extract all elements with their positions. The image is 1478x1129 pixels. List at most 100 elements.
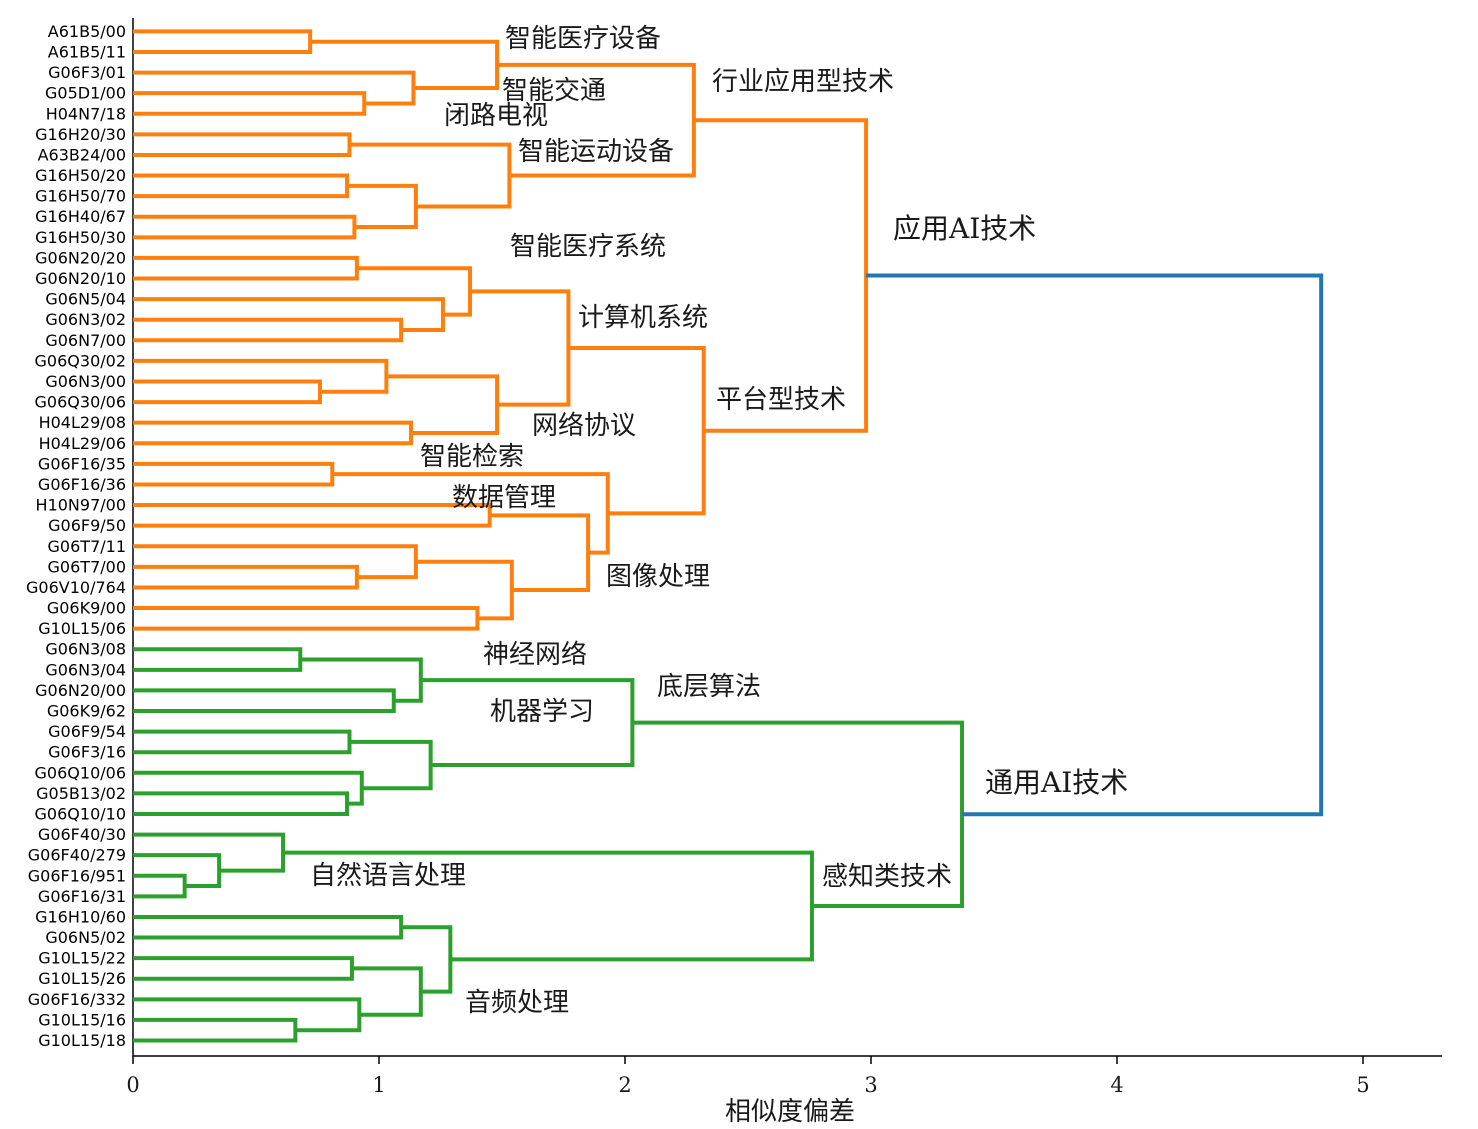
dendrogram-link [133,503,492,528]
dendrogram-link [133,729,352,755]
leaf-label: G10L15/06 [38,619,126,638]
leaf-label: G06V10/764 [26,578,126,597]
leaf-label: G06F16/31 [38,887,126,906]
dendrogram-link [133,770,364,806]
dendrogram-link [310,39,500,91]
leaf-label: G05D1/00 [45,84,126,103]
leaf-label: G06N20/00 [35,681,126,700]
leaf-label: G10L15/18 [38,1031,126,1050]
dendrogram-link [866,273,1324,817]
dendrogram-link [133,379,322,405]
cluster-label: 音频处理 [465,988,569,1018]
leaf-label: G06F16/951 [28,866,126,885]
leaf-label: H10N97/00 [36,496,126,515]
leaf-label: A61B5/11 [48,42,126,61]
dendrogram-link [133,358,389,394]
leaf-label: G06N3/00 [45,372,126,391]
leaf-label: G06N3/02 [45,310,126,329]
dendrogram-link [401,925,453,994]
dendrogram-link [133,873,187,899]
leaf-label: A61B5/00 [48,22,126,41]
leaf-label: G06Q10/10 [35,804,126,823]
dendrogram-link [470,289,571,407]
leaf-label: G06N20/20 [35,248,126,267]
dendrogram-link [133,132,352,157]
x-tick-label: 1 [372,1073,385,1097]
dendrogram-link [133,461,335,487]
cluster-label: 网络协议 [532,411,636,441]
leaf-label: G16H50/30 [35,228,126,247]
dendrogram-link [349,142,512,209]
leaf-label: G10L15/22 [38,949,126,968]
cluster-label: 智能运动设备 [518,137,674,167]
dendrogram-link [133,91,367,116]
dendrogram-link [133,853,222,889]
cluster-label: 图像处理 [606,562,710,592]
x-tick-label: 2 [618,1073,631,1097]
x-tick-label: 5 [1356,1073,1369,1097]
x-tick-label: 4 [1110,1073,1123,1097]
leaf-label: G06K9/62 [47,702,126,721]
leaf-label: G06F3/01 [48,63,126,82]
dendrogram-link [133,997,362,1033]
cluster-label: 闭路电视 [444,101,548,131]
leaf-label: G06F9/54 [48,722,126,741]
dendrogram-link [133,606,480,631]
dendrogram-link [133,791,350,816]
dendrogram-link [133,914,404,940]
dendrogram-link [133,832,286,873]
leaf-label: G06Q30/06 [35,393,126,412]
leaf-label: G16H50/20 [35,166,126,185]
cluster-label: 智能医疗设备 [505,24,661,54]
dendrogram-link [300,657,423,703]
x-tick-label: 0 [126,1073,139,1097]
leaf-label: G06F16/36 [38,475,126,494]
leaf-label: G06N3/08 [45,640,126,659]
dendrogram-link [133,1017,298,1043]
leaf-label: G05B13/02 [36,784,126,803]
dendrogram-link [133,255,359,281]
leaf-label: G06N3/04 [45,660,126,679]
leaf-label: G16H10/60 [35,907,126,926]
dendrogram-link [356,266,473,317]
cluster-label: 底层算法 [657,672,761,702]
leaf-label: G06F16/35 [38,454,126,473]
leaf-label: G06N7/00 [45,331,126,350]
leaf-label: G06N5/04 [45,290,126,309]
leaf-label: G06T7/00 [48,557,126,576]
cluster-label: 平台型技术 [716,385,846,415]
leaf-label: G06Q30/02 [35,351,126,370]
dendrogram-link [133,29,313,54]
dendrogram-link [133,317,404,343]
leaf-label: G06F40/30 [38,825,126,844]
cluster-label: 感知类技术 [822,862,952,892]
dendrogram-link [351,966,423,1017]
leaf-label: G06F16/332 [28,990,126,1009]
dendrogram-link [133,173,350,199]
leaf-label: G06N5/02 [45,928,126,947]
dendrogram-link [133,564,359,590]
cluster-label: 计算机系统 [578,303,708,333]
cluster-label: 自然语言处理 [310,861,466,891]
leaf-label: H04N7/18 [46,104,126,123]
dendrogram-link [133,688,396,714]
dendrogram-link [133,647,303,672]
cluster-label: 智能医疗系统 [510,232,666,262]
leaf-label: G06F40/279 [28,846,126,865]
dendrogram-link [133,297,445,333]
leaf-label: G10L15/26 [38,969,126,988]
dendrogram-link [133,956,354,981]
leaf-label: G06K9/00 [47,599,126,618]
leaf-label: G06N20/10 [35,269,126,288]
x-tick-label: 3 [864,1073,877,1097]
x-axis-label: 相似度偏差 [725,1097,855,1127]
cluster-label: 神经网络 [483,640,587,670]
leaf-label: G16H50/70 [35,187,126,206]
leaf-label: G06T7/11 [48,537,126,556]
leaf-label: H04L29/08 [39,413,126,432]
cluster-label: 智能检索 [420,442,524,472]
dendrogram-link [133,420,413,446]
cluster-label: 机器学习 [490,697,594,727]
cluster-label: 行业应用型技术 [712,67,894,97]
leaf-label: H04L29/06 [39,434,126,453]
